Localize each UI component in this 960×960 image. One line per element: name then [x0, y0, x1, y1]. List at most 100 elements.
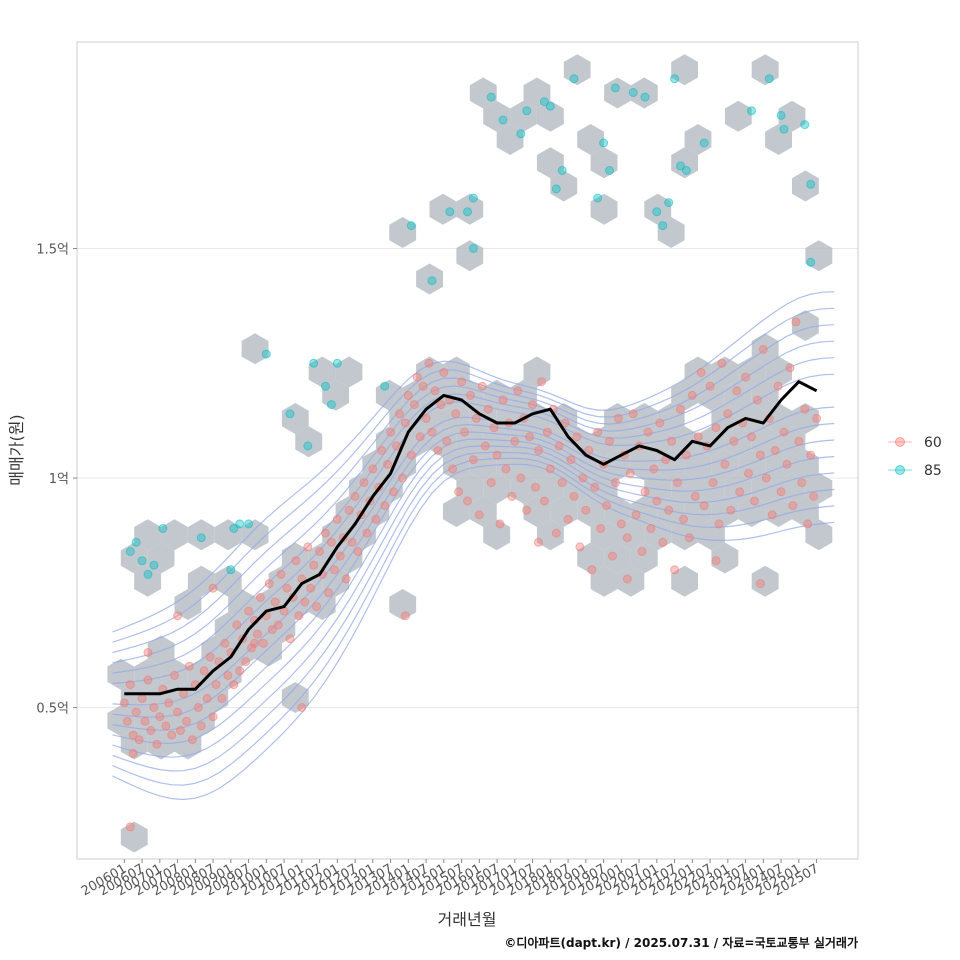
hexbin-176	[536, 100, 564, 132]
hexbin-134	[765, 356, 792, 388]
caption: ©디아파트(dapt.kr) / 2025.07.31 / 자료=국토교통부 실…	[504, 935, 858, 950]
series-60-point-155	[578, 473, 588, 483]
hexbin-162	[308, 356, 336, 388]
series-60-point-120	[474, 510, 484, 520]
series-60-point-132	[510, 436, 520, 446]
series-85-point-34	[593, 193, 603, 203]
hexbin-169	[456, 193, 484, 225]
series-60-point-89	[383, 459, 393, 469]
legend-key-85	[895, 465, 905, 475]
hexbin-88	[604, 403, 631, 434]
series-60-point-221	[773, 381, 783, 391]
hexbin-18	[214, 612, 242, 644]
series-60-point-243	[534, 537, 543, 547]
hexbin-164	[335, 356, 363, 388]
series-60-point-79	[353, 547, 363, 556]
series-60-point-30	[208, 712, 218, 722]
series-60-point-220	[770, 446, 780, 455]
series-60-point-55	[282, 583, 292, 593]
series-60-point-31	[211, 680, 221, 690]
series-60-point-154	[575, 542, 585, 552]
series-60-point-180	[652, 496, 662, 506]
hexbin-178	[536, 147, 564, 179]
series-85-point-17	[332, 358, 342, 368]
hexbin-182	[590, 147, 618, 179]
series-60-point-141	[537, 377, 546, 387]
series-85-point-6	[196, 533, 206, 543]
series-60-point-177	[643, 427, 653, 437]
series-85-point-7	[226, 565, 236, 575]
hexbin-98	[630, 449, 658, 481]
series-60-point-219	[767, 510, 777, 520]
series-85-point-46	[699, 138, 709, 148]
hexbin-97	[644, 519, 672, 551]
series-60-point-148	[557, 478, 567, 488]
series-60-point-8	[143, 675, 153, 685]
hexbin-23	[268, 565, 296, 597]
series-85-point-27	[516, 129, 526, 139]
series-60-point-3	[128, 730, 138, 740]
hexbin-151	[134, 519, 162, 551]
series-85-point-30	[545, 101, 555, 111]
series-85-point-41	[658, 221, 668, 231]
series-60-point-198	[705, 381, 715, 391]
series-60-point-165	[608, 551, 617, 561]
series-60-point-206	[729, 436, 739, 446]
series-60-point-240	[250, 638, 259, 648]
hexbin-107	[671, 379, 698, 411]
series-60-point-46	[255, 592, 265, 602]
series-60-point-191	[684, 533, 694, 543]
series-60-point-176	[640, 487, 650, 497]
series-60-point-35	[223, 670, 233, 680]
series-60-point-58	[291, 556, 301, 566]
series-60-point-97	[406, 450, 416, 460]
series-60-point-149	[560, 418, 570, 428]
series-60-point-29	[205, 652, 215, 662]
series-60-point-95	[400, 418, 410, 428]
series-60-point-42	[244, 606, 254, 616]
hexbin-73	[536, 519, 564, 551]
series-60-point-102	[421, 413, 431, 423]
series-85-point-1	[131, 537, 141, 547]
hexbin-156	[214, 565, 242, 597]
series-60-point-47	[258, 638, 268, 648]
series-60-point-150	[563, 514, 573, 524]
hexbin-38	[375, 472, 403, 504]
hexbin-136	[792, 310, 819, 341]
hexbin-145	[281, 682, 309, 713]
panel-border	[76, 41, 859, 860]
contour-line-2	[112, 451, 835, 772]
series-60-point-123	[483, 404, 493, 414]
contour-line-7	[112, 406, 835, 706]
series-85-point-49	[776, 110, 786, 120]
series-85-point-32	[557, 166, 567, 175]
series-60-point-17	[170, 670, 180, 680]
series-60-point-15	[164, 698, 174, 708]
series-60-point-210	[741, 372, 751, 382]
series-60-point-78	[350, 491, 360, 501]
series-60-point-104	[427, 427, 437, 437]
series-60-point-34	[220, 638, 230, 648]
series-60-point-45	[253, 629, 262, 639]
series-60-point-147	[554, 441, 564, 451]
series-60-point-114	[457, 377, 467, 387]
series-60-point-152	[569, 491, 579, 501]
series-60-point-230	[800, 404, 810, 414]
hexbin-188	[671, 147, 698, 179]
series-60-point-65	[312, 602, 322, 612]
series-60-point-193	[690, 491, 700, 501]
hexbin-51	[456, 472, 484, 504]
hexbin-180	[590, 193, 618, 225]
hexbin-20	[228, 589, 255, 620]
series-60-point-66	[315, 547, 325, 556]
hexbin-175	[523, 77, 551, 109]
y-tick-label-1: 1억	[49, 472, 69, 487]
series-60-point-241	[297, 703, 307, 712]
series-60-point-232	[806, 450, 816, 460]
y-axis-title: 매매가(원)	[7, 414, 26, 485]
series-60-point-38	[232, 620, 242, 630]
contour-line-10	[112, 340, 835, 664]
hexbin-64	[510, 472, 537, 504]
hexbin-59	[483, 472, 511, 504]
hexbin-21	[255, 589, 282, 620]
